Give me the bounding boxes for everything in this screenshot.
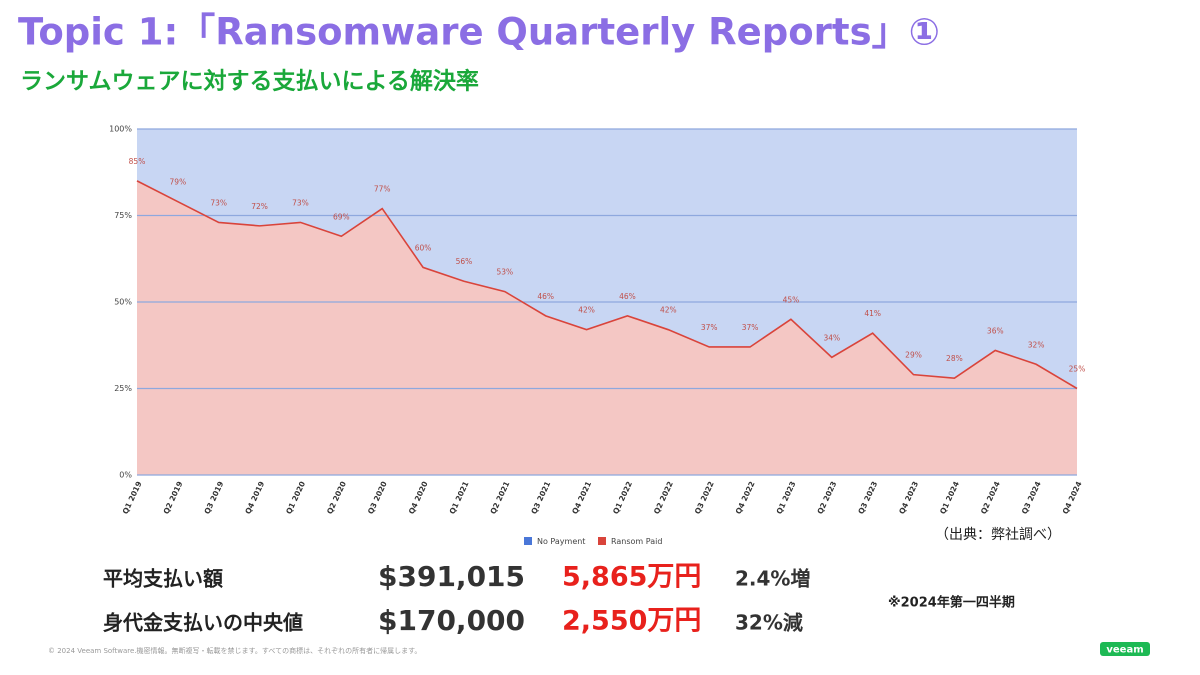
data-label: 25%	[1069, 365, 1086, 374]
logo-box	[1100, 642, 1150, 656]
x-tick-label: Q3 2020	[366, 480, 389, 516]
x-tick-label: Q2 2024	[979, 480, 1002, 516]
x-tick-label: Q1 2021	[448, 480, 471, 516]
data-label: 41%	[864, 309, 881, 318]
x-tick-label: Q1 2024	[938, 480, 961, 516]
data-label: 34%	[823, 333, 840, 342]
x-tick-label: Q2 2022	[652, 480, 675, 516]
data-label: 42%	[660, 306, 677, 315]
data-label: 46%	[619, 292, 636, 301]
data-label: 73%	[292, 198, 309, 207]
x-tick-label: Q4 2023	[897, 480, 920, 516]
stat-jpy: 5,865万円	[562, 562, 701, 593]
data-label: 37%	[701, 323, 718, 332]
subtitle: ランサムウェアに対する支払いによる解決率	[20, 68, 479, 95]
source: （出典：弊社調べ）	[935, 527, 1061, 543]
x-tick-label: Q3 2019	[202, 480, 225, 516]
x-tick-label: Q1 2022	[611, 480, 634, 516]
data-label: 37%	[742, 323, 759, 332]
y-tick-label: 100%	[109, 125, 132, 134]
x-tick-label: Q3 2024	[1020, 480, 1043, 516]
area	[137, 129, 1077, 389]
title: Topic 1:「Ransomware Quarterly Reports」①	[18, 11, 940, 54]
x-tick-label: Q3 2021	[529, 480, 552, 516]
data-label: 53%	[496, 268, 513, 277]
stat-usd: $391,015	[378, 560, 525, 593]
x-tick-label: Q4 2024	[1061, 480, 1084, 516]
legend-swatch	[524, 537, 532, 545]
stat-change: 32%減	[735, 611, 803, 635]
data-label: 46%	[537, 292, 554, 301]
x-tick-label: Q4 2021	[570, 480, 593, 516]
y-tick-label: 50%	[114, 298, 132, 307]
y-tick-label: 0%	[119, 471, 132, 480]
line	[136, 180, 1078, 390]
logo: veeam	[1106, 645, 1143, 656]
y-tick-label: 75%	[114, 211, 132, 220]
y-tick-label: 25%	[114, 384, 132, 393]
x-tick-label: Q2 2023	[815, 480, 838, 516]
data-label: 72%	[251, 202, 268, 211]
data-label: 45%	[783, 295, 800, 304]
data-label: 69%	[333, 212, 350, 221]
data-label: 28%	[946, 354, 963, 363]
area	[137, 180, 1077, 475]
x-tick-label: Q4 2020	[407, 480, 430, 516]
x-tick-label: Q2 2020	[325, 480, 348, 516]
x-tick-label: Q2 2021	[488, 480, 511, 516]
data-label: 29%	[905, 351, 922, 360]
legend-swatch	[598, 537, 606, 545]
data-label: 56%	[456, 257, 473, 266]
legend-label: Ransom Paid	[611, 537, 662, 546]
stat-jpy: 2,550万円	[562, 606, 701, 637]
x-tick-label: Q3 2022	[693, 480, 716, 516]
x-tick-label: Q4 2019	[243, 480, 266, 516]
x-tick-label: Q4 2022	[734, 480, 757, 516]
data-label: 85%	[129, 157, 146, 166]
x-tick-label: Q1 2020	[284, 480, 307, 516]
stat-usd: $170,000	[378, 604, 525, 637]
chart: 0% 25% 50% 75% 100% 85% Q1 2019 79% Q2 2019 73% Q3…	[109, 125, 1085, 547]
x-tick-label: Q2 2019	[162, 480, 185, 516]
data-label: 36%	[987, 326, 1004, 335]
data-label: 79%	[170, 178, 187, 187]
data-label: 32%	[1028, 340, 1045, 349]
legend-label: No Payment	[537, 537, 585, 546]
note: ※2024年第一四半期	[888, 595, 1015, 611]
stat-label: 平均支払い額	[103, 567, 223, 591]
stat-change: 2.4%増	[735, 567, 810, 591]
data-label: 42%	[578, 306, 595, 315]
x-tick-label: Q3 2023	[856, 480, 879, 516]
footer: © 2024 Veeam Software.機密情報。無断複写・転載を禁じます。…	[48, 646, 421, 655]
data-label: 60%	[415, 243, 432, 252]
stat-label: 身代金支払いの中央値	[103, 611, 303, 635]
data-label: 73%	[210, 198, 227, 207]
x-tick-label: Q1 2023	[775, 480, 798, 516]
x-tick-label: Q1 2019	[121, 480, 144, 516]
data-label: 77%	[374, 185, 391, 194]
